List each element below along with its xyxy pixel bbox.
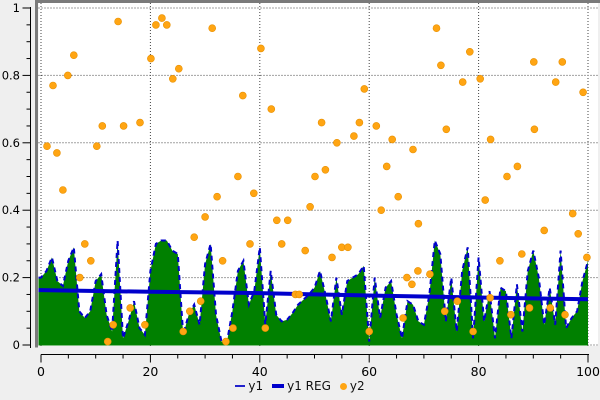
- y1-reg-line-swatch-icon: [272, 384, 285, 388]
- x-tick-label: 40: [252, 364, 268, 379]
- y1-reg-line: [38, 288, 589, 302]
- plot-frame: [35, 0, 600, 348]
- y1-line-swatch-icon: [235, 385, 246, 387]
- y-tick-label: 1: [13, 1, 20, 15]
- x-tick-label: 80: [471, 364, 487, 379]
- legend-item-y1-reg: y1 REG: [272, 379, 331, 393]
- y2-scatter: [43, 14, 591, 346]
- legend-item-y2: y2: [339, 379, 365, 393]
- y1-line: [38, 239, 589, 343]
- y2-dot-swatch-icon: [339, 382, 347, 390]
- x-tick-label: 0: [37, 364, 45, 379]
- tick-labels: 0 0.2 0.4 0.6 0.8 1 0 20 40 60 80 100: [2, 1, 600, 379]
- legend-label-y2: y2: [349, 379, 365, 393]
- y-tick-label: 0.8: [2, 68, 20, 82]
- y-tick-label: 0.2: [2, 271, 20, 285]
- x-tick-label: 60: [361, 364, 377, 379]
- axes: [22, 7, 589, 363]
- legend-label-y1-reg: y1 REG: [287, 379, 331, 393]
- legend: y1 y1 REG y2: [0, 379, 600, 393]
- y-tick-label: 0: [13, 338, 20, 352]
- x-tick-label: 100: [576, 364, 600, 379]
- legend-label-y1: y1: [248, 379, 264, 393]
- y-tick-label: 0.6: [2, 136, 20, 150]
- y-tick-label: 0.4: [2, 203, 20, 217]
- legend-item-y1: y1: [235, 379, 263, 393]
- x-tick-label: 20: [142, 364, 158, 379]
